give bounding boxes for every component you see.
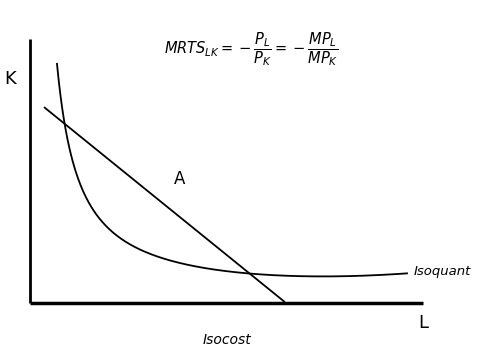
Text: Isocost: Isocost bbox=[202, 333, 251, 347]
Text: K: K bbox=[4, 70, 16, 88]
Text: Isoquant: Isoquant bbox=[413, 265, 470, 278]
Text: A: A bbox=[174, 170, 185, 188]
Text: $\mathit{MRTS}_{LK}=-\dfrac{P_L}{P_K}=-\dfrac{MP_L}{MP_K}$: $\mathit{MRTS}_{LK}=-\dfrac{P_L}{P_K}=-\… bbox=[164, 30, 339, 68]
Text: L: L bbox=[418, 314, 428, 333]
